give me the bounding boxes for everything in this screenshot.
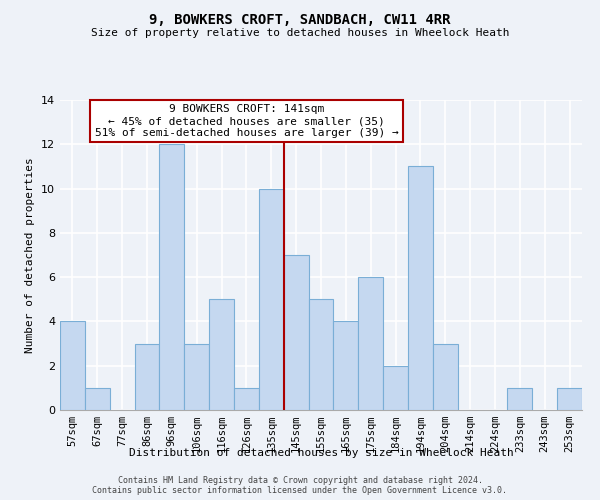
Bar <box>85 388 110 410</box>
Bar <box>209 300 234 410</box>
Bar <box>433 344 458 410</box>
Bar <box>383 366 408 410</box>
Bar <box>234 388 259 410</box>
Bar <box>358 277 383 410</box>
Bar <box>284 255 308 410</box>
Bar <box>134 344 160 410</box>
Text: 9 BOWKERS CROFT: 141sqm
← 45% of detached houses are smaller (35)
51% of semi-de: 9 BOWKERS CROFT: 141sqm ← 45% of detache… <box>95 104 398 138</box>
Bar <box>160 144 184 410</box>
Text: 9, BOWKERS CROFT, SANDBACH, CW11 4RR: 9, BOWKERS CROFT, SANDBACH, CW11 4RR <box>149 12 451 26</box>
Bar <box>184 344 209 410</box>
Text: Size of property relative to detached houses in Wheelock Heath: Size of property relative to detached ho… <box>91 28 509 38</box>
Bar <box>508 388 532 410</box>
Bar <box>60 322 85 410</box>
Bar <box>557 388 582 410</box>
Y-axis label: Number of detached properties: Number of detached properties <box>25 157 35 353</box>
Bar <box>308 300 334 410</box>
Bar <box>408 166 433 410</box>
Bar <box>259 188 284 410</box>
Text: Distribution of detached houses by size in Wheelock Heath: Distribution of detached houses by size … <box>128 448 514 458</box>
Bar <box>334 322 358 410</box>
Text: Contains HM Land Registry data © Crown copyright and database right 2024.
Contai: Contains HM Land Registry data © Crown c… <box>92 476 508 495</box>
